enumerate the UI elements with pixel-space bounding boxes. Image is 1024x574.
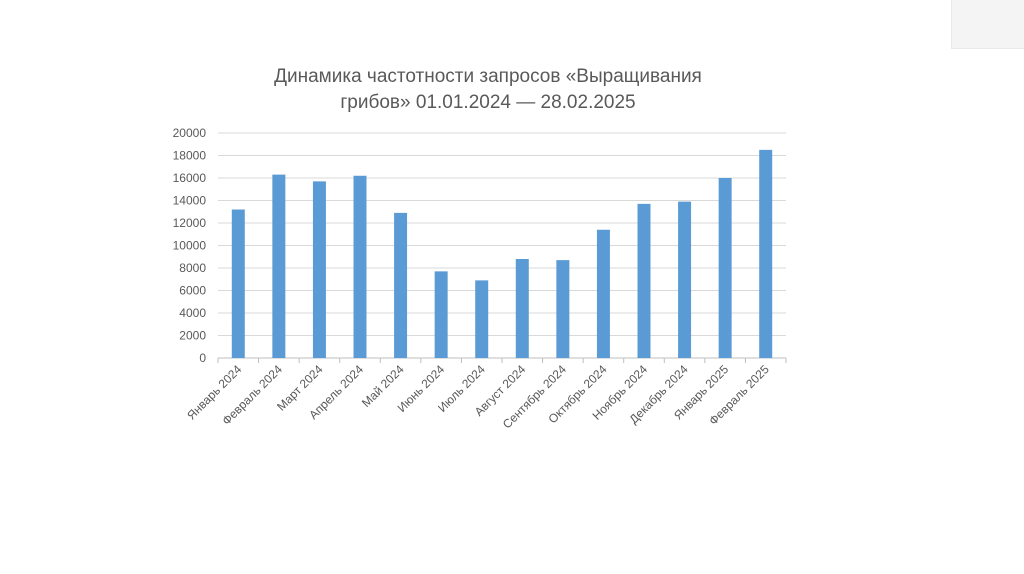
chart-title: Динамика частотности запросов «Выращиван… xyxy=(200,64,776,116)
bar xyxy=(556,260,570,358)
bar xyxy=(312,181,326,358)
bar xyxy=(718,178,732,358)
y-tick-label: 16000 xyxy=(173,171,207,185)
y-tick-label: 20000 xyxy=(173,126,207,140)
bar xyxy=(231,209,245,358)
y-tick-label: 2000 xyxy=(179,329,206,343)
slide-corner-tab xyxy=(951,0,1024,49)
y-tick-label: 10000 xyxy=(173,239,207,253)
y-tick-label: 4000 xyxy=(179,306,206,320)
bar xyxy=(475,280,489,358)
y-tick-label: 18000 xyxy=(173,149,207,163)
bar xyxy=(596,229,610,358)
bar xyxy=(394,212,408,358)
y-tick-label: 0 xyxy=(199,351,206,365)
bar xyxy=(434,271,448,358)
bar xyxy=(353,175,367,358)
y-tick-label: 6000 xyxy=(179,284,206,298)
y-tick-label: 12000 xyxy=(173,216,207,230)
bar xyxy=(759,149,773,358)
bar xyxy=(515,259,529,358)
bar xyxy=(678,201,692,358)
y-tick-label: 8000 xyxy=(179,261,206,275)
y-tick-label: 14000 xyxy=(173,194,207,208)
bar xyxy=(637,203,651,358)
chart-title-line-2: грибов» 01.01.2024 — 28.02.2025 xyxy=(340,92,636,113)
bar xyxy=(272,174,286,358)
chart-title-line-1: Динамика частотности запросов «Выращиван… xyxy=(274,66,702,87)
